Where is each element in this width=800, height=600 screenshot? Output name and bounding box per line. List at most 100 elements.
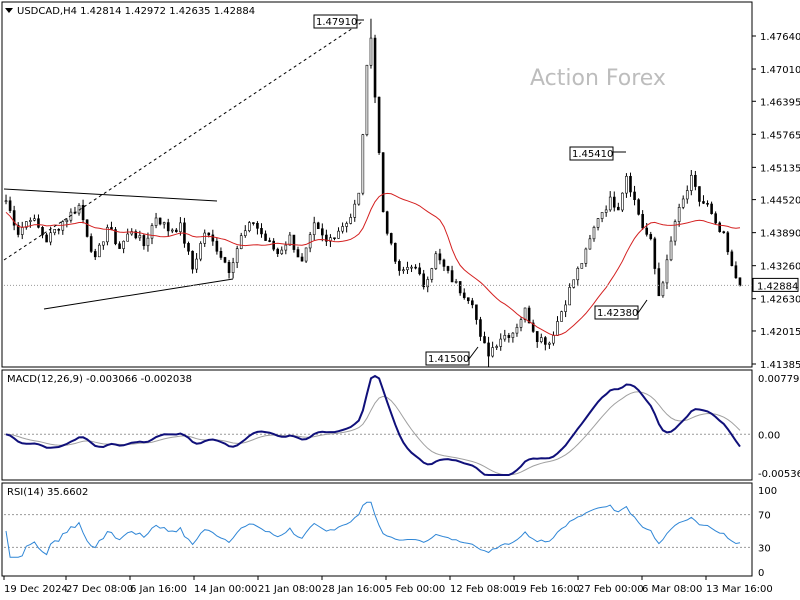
annotation-text: 1.47910 — [316, 17, 357, 28]
candle-body — [361, 134, 365, 194]
candle-body — [223, 257, 227, 263]
candle-body — [681, 198, 685, 208]
candle-body — [8, 200, 12, 211]
annotation-connector — [637, 299, 648, 314]
candle-body — [515, 327, 519, 334]
candle-body — [714, 213, 717, 224]
candle-body — [471, 300, 474, 306]
candle-body — [535, 331, 539, 343]
time-tick-label: 27 Feb 00:00 — [578, 584, 644, 595]
time-tick-label: 13 Mar 16:00 — [706, 584, 773, 595]
candle-body — [564, 304, 567, 312]
candle-body — [146, 237, 150, 247]
candle-body — [114, 229, 117, 245]
candle-body — [568, 287, 571, 306]
candle-body — [531, 322, 535, 332]
candle-body — [657, 268, 661, 297]
candle-body — [316, 222, 320, 230]
candle-body — [552, 335, 555, 344]
candle-body — [604, 209, 608, 213]
candle-body — [357, 192, 361, 205]
candle-body — [33, 218, 36, 221]
candle-body — [479, 319, 482, 337]
candle-body — [65, 219, 69, 222]
candle-body — [264, 233, 267, 241]
price-tick-label: 1.46395 — [760, 97, 800, 108]
candle-body — [637, 199, 640, 215]
candle-body — [134, 231, 138, 239]
rsi-tick-label: 70 — [758, 511, 771, 522]
candle-body — [260, 228, 263, 235]
annotation-text: 1.41500 — [428, 354, 469, 365]
candle-body — [527, 307, 531, 324]
candle-body — [207, 232, 211, 236]
candle-body — [199, 243, 202, 260]
candle-body — [321, 228, 324, 236]
candle-body — [483, 336, 486, 344]
candle-body — [333, 237, 336, 240]
candle-body — [633, 191, 636, 201]
candle-body — [20, 227, 24, 235]
candle-body — [450, 270, 454, 283]
candle-body — [612, 196, 616, 208]
candle-body — [312, 222, 316, 235]
candle-body — [296, 249, 300, 258]
candle-body — [414, 266, 417, 269]
candle-body — [641, 214, 644, 229]
macd-tick-label: 0.007791 — [758, 374, 800, 385]
candle-body — [402, 269, 405, 272]
candle-body — [592, 227, 596, 240]
candle-body — [256, 222, 259, 229]
candle-body — [191, 250, 194, 270]
price-tick-label: 1.41385 — [760, 360, 800, 371]
rsi-panel-frame — [1, 482, 753, 577]
candle-body — [345, 223, 348, 227]
trendline-upper — [3, 188, 218, 202]
annotation-text: 1.45410 — [572, 149, 613, 160]
candle-body — [738, 277, 742, 286]
candle-body — [211, 234, 215, 242]
rsi-header: RSI(14) 35.6602 — [7, 487, 88, 498]
price-tick-label: 1.47010 — [760, 65, 800, 76]
time-tick-label: 12 Feb 08:00 — [450, 584, 516, 595]
candle-body — [702, 201, 705, 204]
candle-body — [353, 203, 357, 218]
candle-body — [556, 321, 559, 336]
candle-body — [57, 229, 61, 231]
candle-body — [734, 265, 738, 279]
candle-body — [677, 207, 681, 222]
candle-body — [150, 225, 154, 239]
price-panel-frame — [1, 1, 753, 368]
candle-body — [454, 281, 458, 283]
watermark: Action Forex — [530, 66, 666, 91]
candle-body — [572, 279, 576, 288]
macd-line — [5, 374, 741, 476]
candle-body — [349, 217, 352, 224]
candle-body — [138, 235, 142, 239]
candle-body — [475, 304, 478, 320]
candle-body — [12, 210, 16, 226]
candle-body — [523, 307, 527, 320]
candle-body — [560, 311, 563, 322]
rsi-tick-label: 100 — [758, 486, 777, 497]
macd-tick-label: -0.005367 — [758, 469, 800, 480]
candle-body — [503, 335, 507, 340]
rsi-line — [5, 501, 741, 558]
candle-body — [584, 248, 588, 264]
candle-body — [446, 266, 450, 271]
candle-body — [394, 242, 397, 262]
candle-body — [272, 240, 275, 250]
menu-triangle-icon[interactable] — [5, 8, 13, 13]
candle-body — [385, 211, 389, 234]
rsi-tick-label: 30 — [758, 543, 771, 554]
candle-body — [685, 190, 689, 200]
candle-body — [252, 222, 255, 224]
candle-body — [16, 224, 20, 235]
candle-body — [539, 337, 543, 343]
candle-body — [694, 174, 697, 187]
candle-body — [162, 222, 166, 225]
candle-body — [576, 268, 580, 281]
candle-body — [187, 243, 190, 252]
price-tick-label: 1.44520 — [760, 196, 800, 207]
price-tick-label: 1.42630 — [760, 295, 800, 306]
